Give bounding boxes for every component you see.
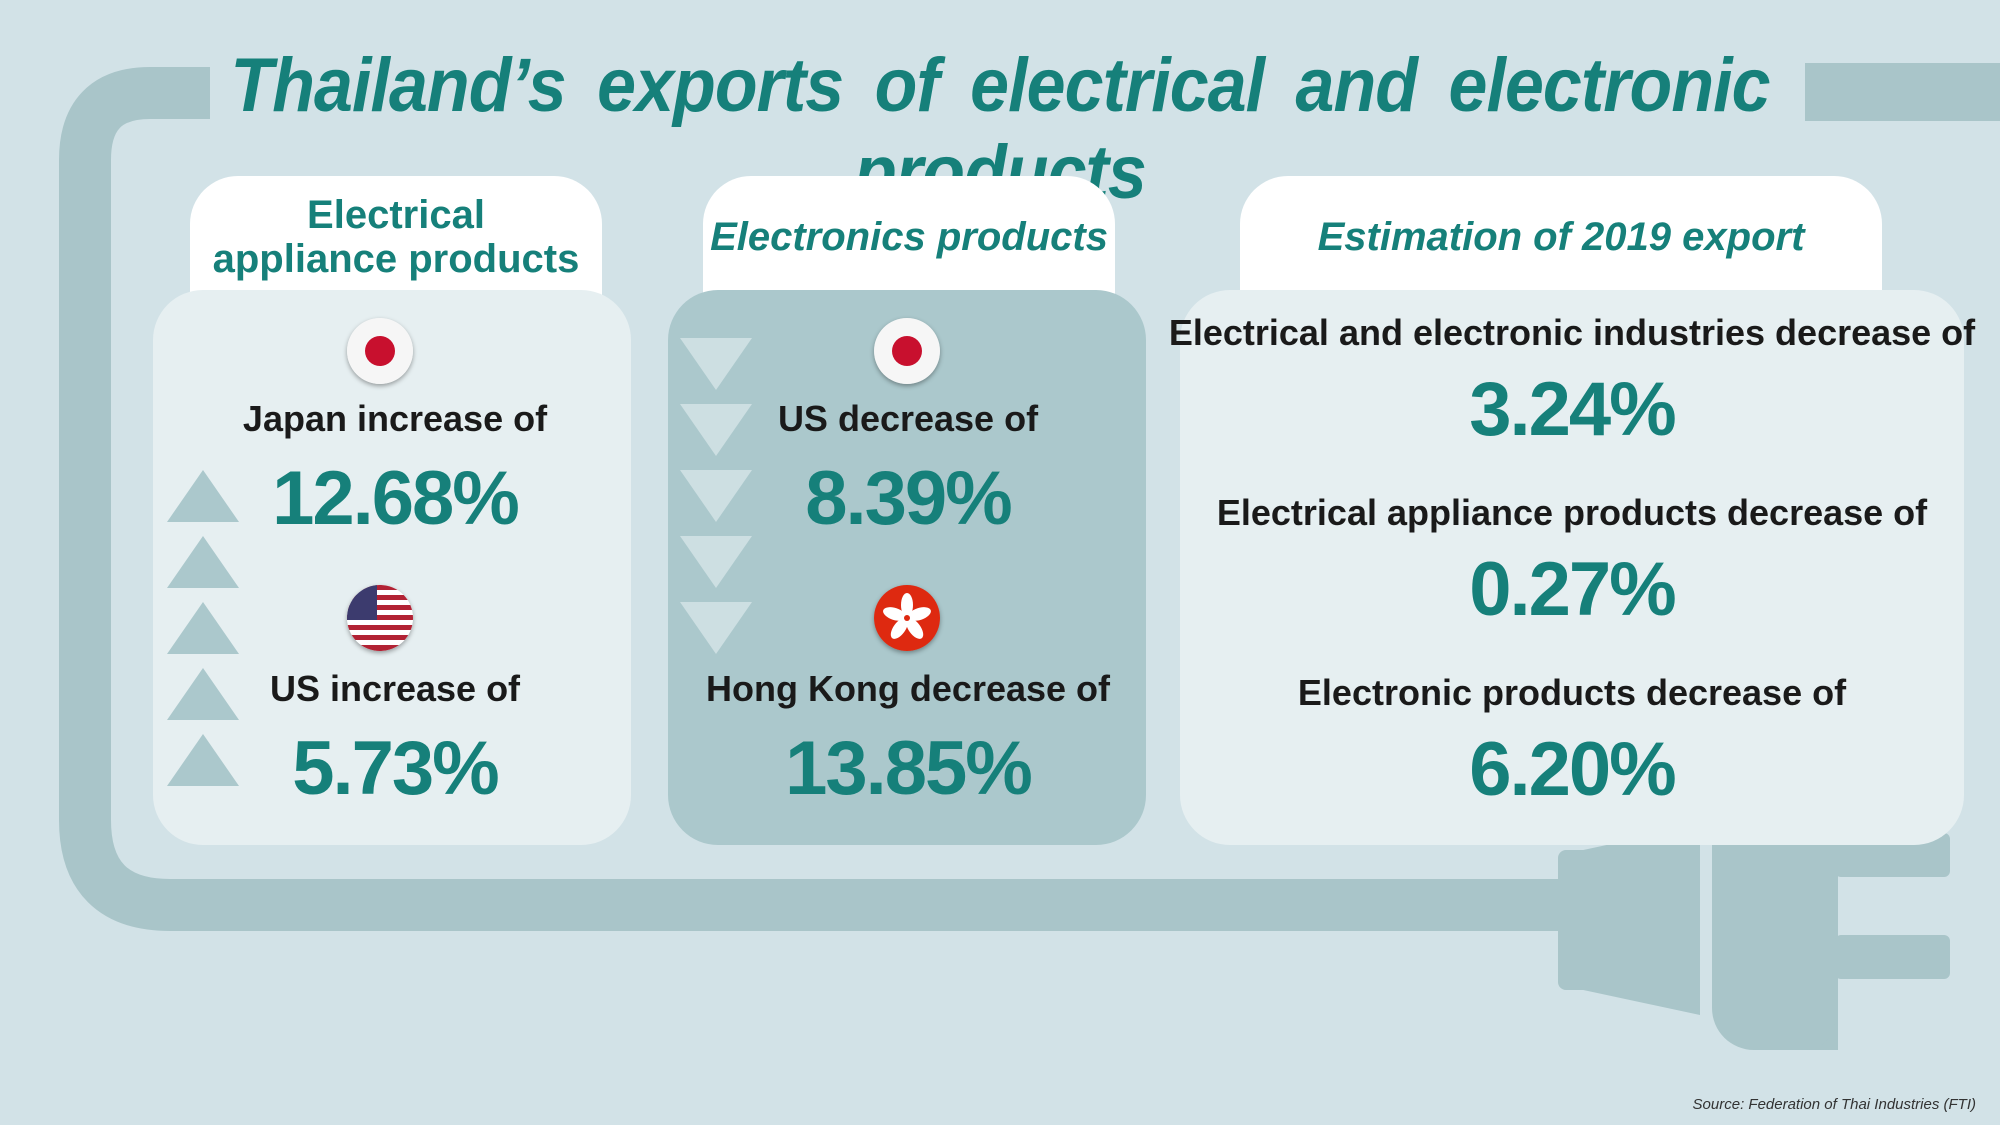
hong-kong-flag-icon bbox=[874, 585, 940, 651]
japan-flag-icon bbox=[347, 318, 413, 384]
page-title: Thailand’s exports of electrical and ele… bbox=[230, 43, 1770, 215]
panel-electrical-appliance bbox=[153, 290, 631, 845]
tab-estimation-2019-export: Estimation of 2019 export bbox=[1240, 176, 1882, 298]
triangle-up-icon bbox=[167, 470, 239, 786]
hong-kong-decrease-value: 13.85% bbox=[785, 726, 1033, 811]
japan-flag-icon bbox=[874, 318, 940, 384]
tab-line-1: Electrical bbox=[307, 193, 485, 237]
japan-increase-value: 12.68% bbox=[272, 456, 520, 541]
appliance-decrease-value: 0.27% bbox=[1469, 547, 1676, 632]
japan-increase-label: Japan increase of bbox=[242, 398, 548, 439]
tab-label: Estimation of 2019 export bbox=[1317, 214, 1805, 259]
tab-electrical-appliance-products: Electrical appliance products bbox=[190, 176, 602, 298]
us-increase-label: US increase of bbox=[269, 668, 521, 709]
industries-decrease-label: Electrical and electronic industries dec… bbox=[1168, 312, 1976, 353]
us-decrease-label: US decrease of bbox=[777, 398, 1039, 439]
us-flag-icon bbox=[347, 585, 413, 651]
electronic-decrease-label: Electronic products decrease of bbox=[1297, 672, 1847, 713]
appliance-decrease-label: Electrical appliance products decrease o… bbox=[1216, 492, 1928, 533]
panel-estimation bbox=[1180, 290, 1964, 845]
tab-electronics-products: Electronics products bbox=[703, 176, 1115, 298]
hong-kong-decrease-label: Hong Kong decrease of bbox=[705, 668, 1111, 709]
source-note: Source: Federation of Thai Industries (F… bbox=[1692, 1096, 1976, 1113]
industries-decrease-value: 3.24% bbox=[1469, 367, 1676, 452]
us-decrease-value: 8.39% bbox=[805, 456, 1012, 541]
us-increase-value: 5.73% bbox=[292, 726, 499, 811]
tab-line-2: appliance products bbox=[212, 237, 580, 281]
electronic-decrease-value: 6.20% bbox=[1469, 727, 1676, 812]
triangle-down-icon bbox=[680, 338, 752, 654]
tab-label: Electronics products bbox=[710, 214, 1108, 259]
